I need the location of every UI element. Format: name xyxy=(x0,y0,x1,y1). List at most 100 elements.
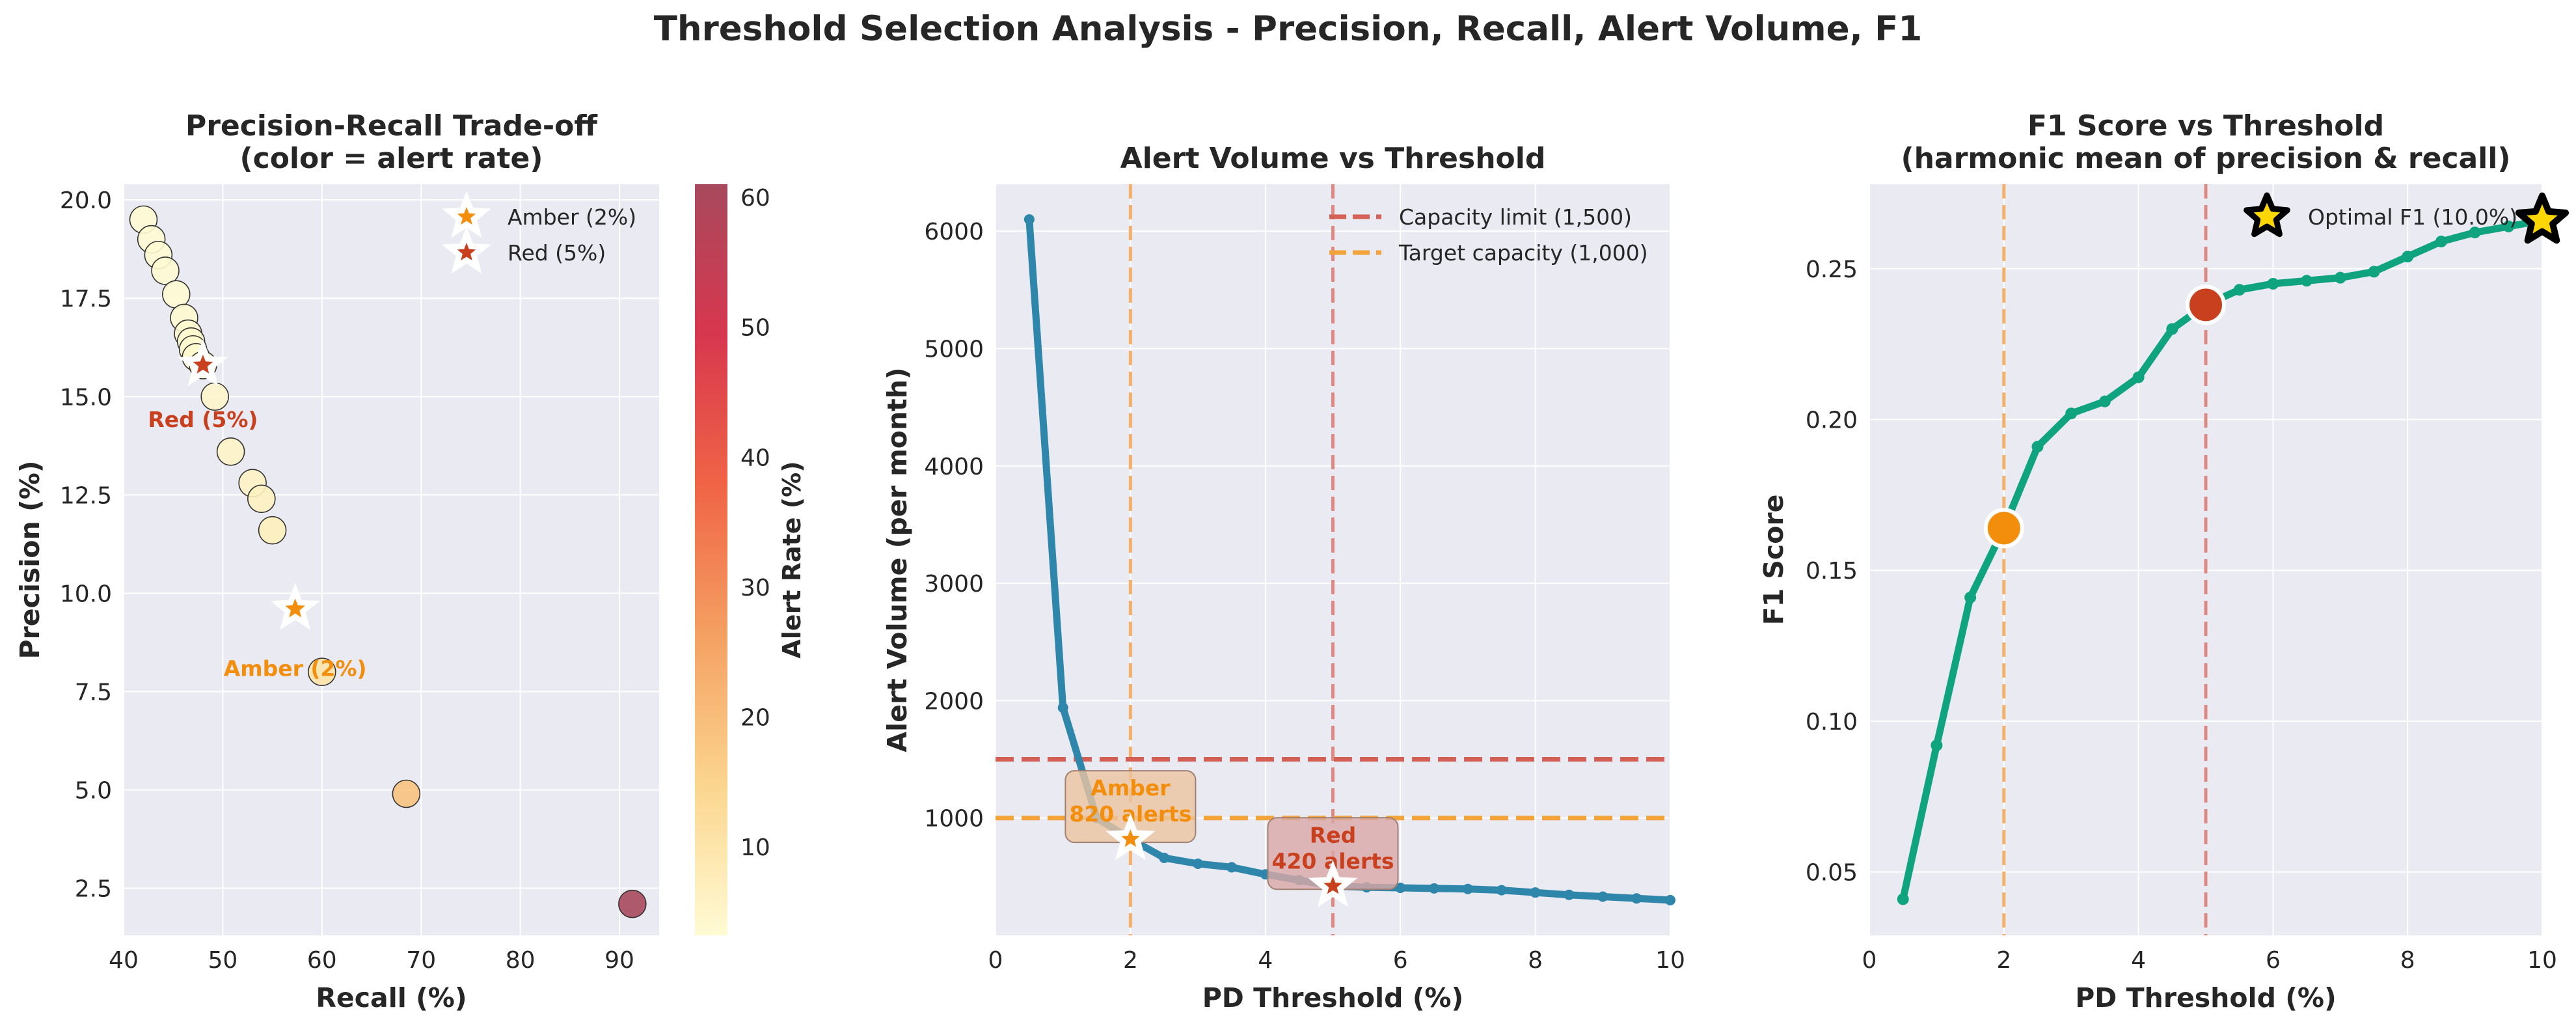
y-tick-label: 2.5 xyxy=(75,875,112,902)
chart-f1-score: 0 2 4 6 8 10 0.05 0.10 0.15 0.20 0.25 F1 Score vs T… xyxy=(1758,109,2569,1013)
threshold-marker xyxy=(285,598,305,618)
legend-marker xyxy=(457,243,476,261)
f1-point xyxy=(2267,277,2279,290)
legend-label: Capacity limit (1,500) xyxy=(1399,204,1632,230)
f1-point xyxy=(2233,284,2245,296)
y-axis-label: F1 Score xyxy=(1758,495,1789,626)
y-axis-label: Alert Volume (per month) xyxy=(882,367,913,752)
y-tick-label: 20.0 xyxy=(60,187,112,214)
chart-precision-recall: 40 50 60 70 80 90 2.5 5.0 7.5 10.0 12.5 15.0 17.5 20.… xyxy=(14,109,806,1013)
plot-area xyxy=(124,184,659,935)
alert-volume-point xyxy=(1530,887,1541,898)
chart-title: (color = alert rate) xyxy=(240,142,543,175)
x-tick-label: 4 xyxy=(2131,947,2146,974)
f1-point xyxy=(1897,893,1909,905)
scatter-point xyxy=(247,484,276,514)
legend-marker xyxy=(2244,192,2290,238)
optimal-f1-marker xyxy=(2515,192,2569,244)
f1-point xyxy=(2435,236,2447,248)
marker-label: Red (5%) xyxy=(148,407,258,432)
chart-title: Precision-Recall Trade-off xyxy=(185,109,598,143)
scatter-point xyxy=(308,657,336,686)
legend-label: Optimal F1 (10.0%) xyxy=(2308,204,2517,230)
x-tick-label: 50 xyxy=(208,947,238,974)
f1-point xyxy=(2132,371,2145,383)
figure-title: Threshold Selection Analysis - Precision… xyxy=(653,9,1923,49)
x-tick-label: 90 xyxy=(604,947,634,974)
y-tick-label: 5.0 xyxy=(75,777,112,804)
legend-label: Amber (2%) xyxy=(508,204,636,230)
f1-point xyxy=(2098,395,2111,407)
y-tick-label: 4000 xyxy=(924,454,984,480)
x-tick-label: 0 xyxy=(1862,947,1877,974)
f1-point xyxy=(2368,266,2380,278)
x-tick-label: 70 xyxy=(406,947,436,974)
x-tick-label: 2 xyxy=(1123,947,1138,974)
alert-volume-point xyxy=(1159,852,1170,863)
x-tick-label: 10 xyxy=(2527,947,2557,974)
scatter-point xyxy=(258,516,287,545)
legend-label: Red (5%) xyxy=(508,240,606,266)
legend-label: Target capacity (1,000) xyxy=(1398,240,1648,266)
y-tick-label: 0.05 xyxy=(1806,860,1858,887)
y-tick-label: 1000 xyxy=(924,806,984,833)
x-tick-label: 10 xyxy=(1655,947,1685,974)
f1-point xyxy=(2065,407,2078,420)
chart-alert-volume: 0 2 4 6 8 10 1000 2000 3000 4000 5000 6000 Alert Vol… xyxy=(882,142,1685,1013)
f1-point xyxy=(1931,739,1943,752)
scatter-point xyxy=(216,437,245,466)
x-axis-label: Recall (%) xyxy=(316,982,467,1013)
alert-volume-point xyxy=(1597,891,1608,902)
alert-volume-point xyxy=(1665,894,1675,905)
y-tick-label: 0.15 xyxy=(1806,558,1858,585)
f1-point xyxy=(2301,275,2313,287)
f1-point xyxy=(2502,220,2515,232)
colorbar-tick-label: 20 xyxy=(740,705,770,732)
chart-legend: Capacity limit (1,500) Target capacity (1… xyxy=(1329,204,1648,266)
y-tick-label: 5000 xyxy=(924,336,984,363)
chart-title: F1 Score vs Threshold xyxy=(2027,109,2384,143)
alert-volume-point xyxy=(1462,883,1473,894)
x-axis-label: PD Threshold (%) xyxy=(2075,982,2337,1013)
alert-volume-point xyxy=(1631,893,1642,904)
threshold-marker xyxy=(1983,508,2024,549)
marker-label: Amber (2%) xyxy=(224,656,367,682)
y-tick-label: 3000 xyxy=(924,571,984,598)
threshold-marker xyxy=(2186,284,2226,325)
threshold-marker xyxy=(1121,829,1140,847)
x-tick-label: 6 xyxy=(1393,947,1408,974)
alert-volume-point xyxy=(1193,859,1204,870)
alert-volume-point xyxy=(1226,862,1237,873)
alert-volume-point xyxy=(1429,883,1440,894)
alert-volume-point xyxy=(1496,885,1507,896)
y-tick-label: 0.10 xyxy=(1806,709,1858,736)
annotation-label: Amber xyxy=(1091,775,1171,801)
colorbar-tick-label: 30 xyxy=(740,575,770,601)
x-tick-label: 60 xyxy=(307,947,337,974)
legend-marker xyxy=(457,207,476,225)
y-tick-label: 10.0 xyxy=(60,581,112,607)
y-tick-label: 0.20 xyxy=(1806,407,1858,434)
f1-point xyxy=(2469,227,2481,239)
y-axis-label: Precision (%) xyxy=(14,460,46,659)
y-tick-label: 15.0 xyxy=(60,384,112,411)
colorbar xyxy=(695,184,727,935)
chart-legend: Optimal F1 (10.0%) xyxy=(2244,192,2517,238)
x-tick-label: 0 xyxy=(988,947,1003,974)
x-tick-label: 6 xyxy=(2266,947,2281,974)
alert-volume-point xyxy=(1564,889,1575,900)
threshold-marker xyxy=(193,354,213,374)
y-tick-label: 7.5 xyxy=(75,679,112,706)
alert-volume-point xyxy=(1057,702,1068,713)
annotation-label: Red xyxy=(1310,822,1356,847)
y-tick-label: 0.25 xyxy=(1806,256,1858,283)
colorbar-tick-label: 10 xyxy=(740,834,770,861)
y-tick-label: 2000 xyxy=(924,688,984,715)
x-tick-label: 4 xyxy=(1258,947,1273,974)
scatter-point xyxy=(392,779,421,808)
alert-volume-point xyxy=(1024,214,1035,225)
scatter-point xyxy=(618,889,647,918)
x-tick-label: 8 xyxy=(1528,947,1543,974)
